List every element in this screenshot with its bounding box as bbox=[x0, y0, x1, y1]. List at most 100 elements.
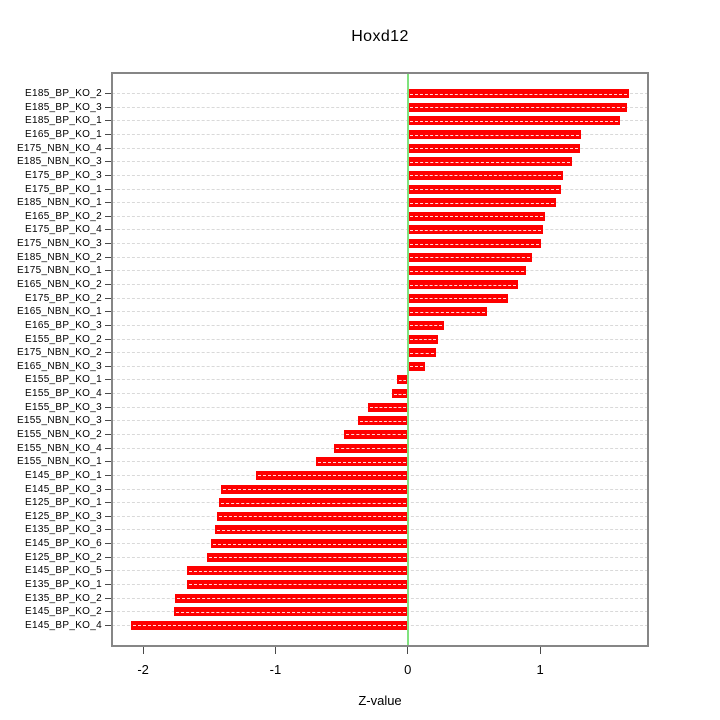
y-axis-tick bbox=[105, 120, 112, 122]
y-axis-category-label: E185_NBN_KO_3 bbox=[16, 156, 102, 168]
y-axis-category-label: E155_BP_KO_1 bbox=[25, 374, 102, 386]
bar-hatch-line bbox=[208, 557, 406, 559]
bar-hatch-line bbox=[409, 366, 423, 368]
y-axis-tick bbox=[105, 597, 112, 599]
y-axis-tick bbox=[105, 256, 112, 258]
bar-hatch-line bbox=[399, 379, 406, 381]
bar-hatch-line bbox=[176, 598, 406, 600]
bar-hatch-line bbox=[346, 434, 406, 436]
bar-hatch-line bbox=[188, 584, 406, 586]
row-gridline bbox=[112, 161, 648, 163]
y-axis-category-label: E145_BP_KO_6 bbox=[25, 538, 102, 550]
row-gridline bbox=[112, 379, 648, 381]
data-bar bbox=[218, 498, 408, 508]
data-bar bbox=[407, 320, 444, 330]
y-axis-tick bbox=[105, 324, 112, 326]
y-axis-category-label: E155_NBN_KO_2 bbox=[16, 428, 102, 440]
y-axis-category-label: E165_NBN_KO_1 bbox=[16, 306, 102, 318]
data-bar bbox=[397, 375, 408, 385]
y-axis-tick bbox=[105, 284, 112, 285]
data-bar bbox=[407, 89, 629, 99]
data-bar bbox=[407, 361, 425, 371]
x-axis-tick bbox=[539, 647, 541, 654]
y-axis-tick bbox=[105, 161, 112, 163]
data-bar bbox=[407, 307, 488, 317]
bar-hatch-line bbox=[257, 475, 406, 477]
x-axis-tick bbox=[274, 647, 276, 654]
y-axis-category-label: E155_NBN_KO_1 bbox=[16, 456, 102, 468]
data-bar bbox=[407, 239, 542, 249]
y-axis-category-label: E175_NBN_KO_4 bbox=[16, 142, 102, 154]
data-bar bbox=[173, 607, 408, 617]
y-axis-category-label: E125_BP_KO_2 bbox=[25, 551, 102, 563]
y-axis-tick bbox=[105, 174, 112, 176]
y-axis-category-label: E165_BP_KO_3 bbox=[25, 319, 102, 331]
y-axis-category-label: E175_NBN_KO_1 bbox=[16, 265, 102, 277]
y-axis-category-label: E155_NBN_KO_3 bbox=[16, 415, 102, 427]
data-bar bbox=[357, 416, 408, 426]
bar-hatch-line bbox=[409, 93, 627, 95]
y-axis-category-label: E185_NBN_KO_2 bbox=[16, 251, 102, 263]
y-axis-category-label: E145_BP_KO_2 bbox=[25, 606, 102, 618]
data-bar bbox=[407, 266, 526, 276]
bar-hatch-line bbox=[409, 243, 540, 245]
y-axis-category-label: E125_BP_KO_1 bbox=[25, 497, 102, 509]
bar-hatch-line bbox=[409, 298, 507, 300]
data-bar bbox=[407, 293, 509, 303]
y-axis-tick bbox=[105, 311, 112, 313]
y-axis-category-label: E175_BP_KO_2 bbox=[25, 292, 102, 304]
bar-hatch-line bbox=[409, 107, 626, 109]
y-axis-tick bbox=[105, 365, 112, 367]
row-gridline bbox=[112, 188, 648, 190]
y-axis-tick bbox=[105, 515, 112, 517]
row-gridline bbox=[112, 365, 648, 367]
y-axis-tick bbox=[105, 461, 112, 463]
y-axis-category-label: E165_NBN_KO_3 bbox=[16, 360, 102, 372]
y-axis-category-label: E185_BP_KO_3 bbox=[25, 101, 102, 113]
bar-hatch-line bbox=[318, 461, 406, 463]
data-bar bbox=[407, 334, 439, 344]
row-gridline bbox=[112, 215, 648, 217]
row-gridline bbox=[112, 270, 648, 272]
bar-hatch-line bbox=[133, 625, 406, 627]
chart-title: Hoxd12 bbox=[351, 28, 409, 45]
row-gridline bbox=[112, 202, 648, 204]
data-bar bbox=[407, 116, 620, 126]
y-axis-category-label: E165_NBN_KO_2 bbox=[16, 279, 102, 290]
data-bar bbox=[368, 402, 408, 412]
y-axis-category-label: E175_BP_KO_1 bbox=[25, 183, 102, 195]
y-axis-tick bbox=[105, 420, 112, 422]
row-gridline bbox=[112, 174, 648, 176]
y-axis-tick bbox=[105, 583, 112, 585]
x-axis-label: Z-value bbox=[358, 693, 402, 708]
y-axis-tick bbox=[105, 502, 112, 504]
y-axis-tick bbox=[105, 379, 112, 381]
data-bar bbox=[214, 525, 408, 535]
y-axis-tick bbox=[105, 406, 112, 408]
y-axis-category-label: E185_BP_KO_1 bbox=[25, 115, 102, 127]
row-gridline bbox=[112, 297, 648, 299]
bar-hatch-line bbox=[409, 120, 618, 122]
y-axis-tick bbox=[105, 93, 112, 95]
y-axis-category-label: E185_BP_KO_2 bbox=[25, 88, 102, 100]
y-axis-category-label: E185_NBN_KO_1 bbox=[16, 197, 102, 209]
data-bar bbox=[407, 143, 580, 153]
data-bar bbox=[344, 429, 408, 439]
bar-hatch-line bbox=[409, 257, 531, 259]
y-axis-tick bbox=[105, 338, 112, 340]
data-bar bbox=[391, 389, 408, 399]
y-axis-tick bbox=[105, 352, 112, 354]
bar-hatch-line bbox=[409, 284, 516, 286]
x-axis-tick-label: 0 bbox=[404, 662, 412, 677]
y-axis-category-label: E135_BP_KO_3 bbox=[25, 524, 102, 536]
row-gridline bbox=[112, 311, 648, 313]
x-axis-tick-label: -1 bbox=[269, 662, 282, 677]
bar-hatch-line bbox=[409, 134, 580, 136]
y-axis-tick bbox=[105, 243, 112, 245]
bar-hatch-line bbox=[219, 516, 406, 518]
data-bar bbox=[206, 552, 408, 562]
data-bar bbox=[186, 566, 408, 576]
row-gridline bbox=[112, 324, 648, 326]
y-axis-tick bbox=[105, 529, 112, 531]
